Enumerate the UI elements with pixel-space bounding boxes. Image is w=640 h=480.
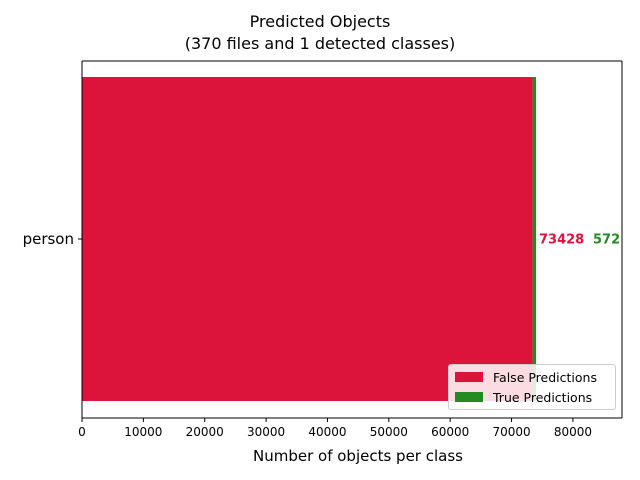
legend-item-false: False Predictions (455, 369, 597, 385)
legend-label-true: True Predictions (493, 389, 593, 405)
x-tick-label: 70000 (492, 425, 530, 439)
x-axis-label: Number of objects per class (253, 447, 463, 465)
legend: False Predictions True Predictions (448, 364, 616, 410)
bar-false-predictions-person (82, 77, 533, 401)
chart-subtitle: (370 files and 1 detected classes) (184, 34, 456, 53)
legend-label-false: False Predictions (493, 369, 597, 385)
x-tick-label: 30000 (247, 425, 285, 439)
bar-true-predictions-person (532, 77, 537, 401)
x-tick-label: 10000 (124, 425, 162, 439)
x-tick-label: 80000 (554, 425, 592, 439)
x-tick-label: 50000 (370, 425, 408, 439)
legend-swatch-false (455, 372, 483, 382)
x-tick-label: 0 (78, 425, 86, 439)
data-label-true-predictions: 572 (593, 233, 620, 248)
legend-swatch-true (455, 392, 483, 402)
chart-title: Predicted Objects (249, 12, 391, 31)
legend-item-true: True Predictions (455, 389, 592, 405)
y-tick-label: person (23, 230, 74, 248)
x-tick-label: 60000 (431, 425, 469, 439)
x-tick-label: 20000 (186, 425, 224, 439)
data-label-false-predictions: 73428 (539, 233, 584, 248)
x-tick-label: 40000 (308, 425, 346, 439)
